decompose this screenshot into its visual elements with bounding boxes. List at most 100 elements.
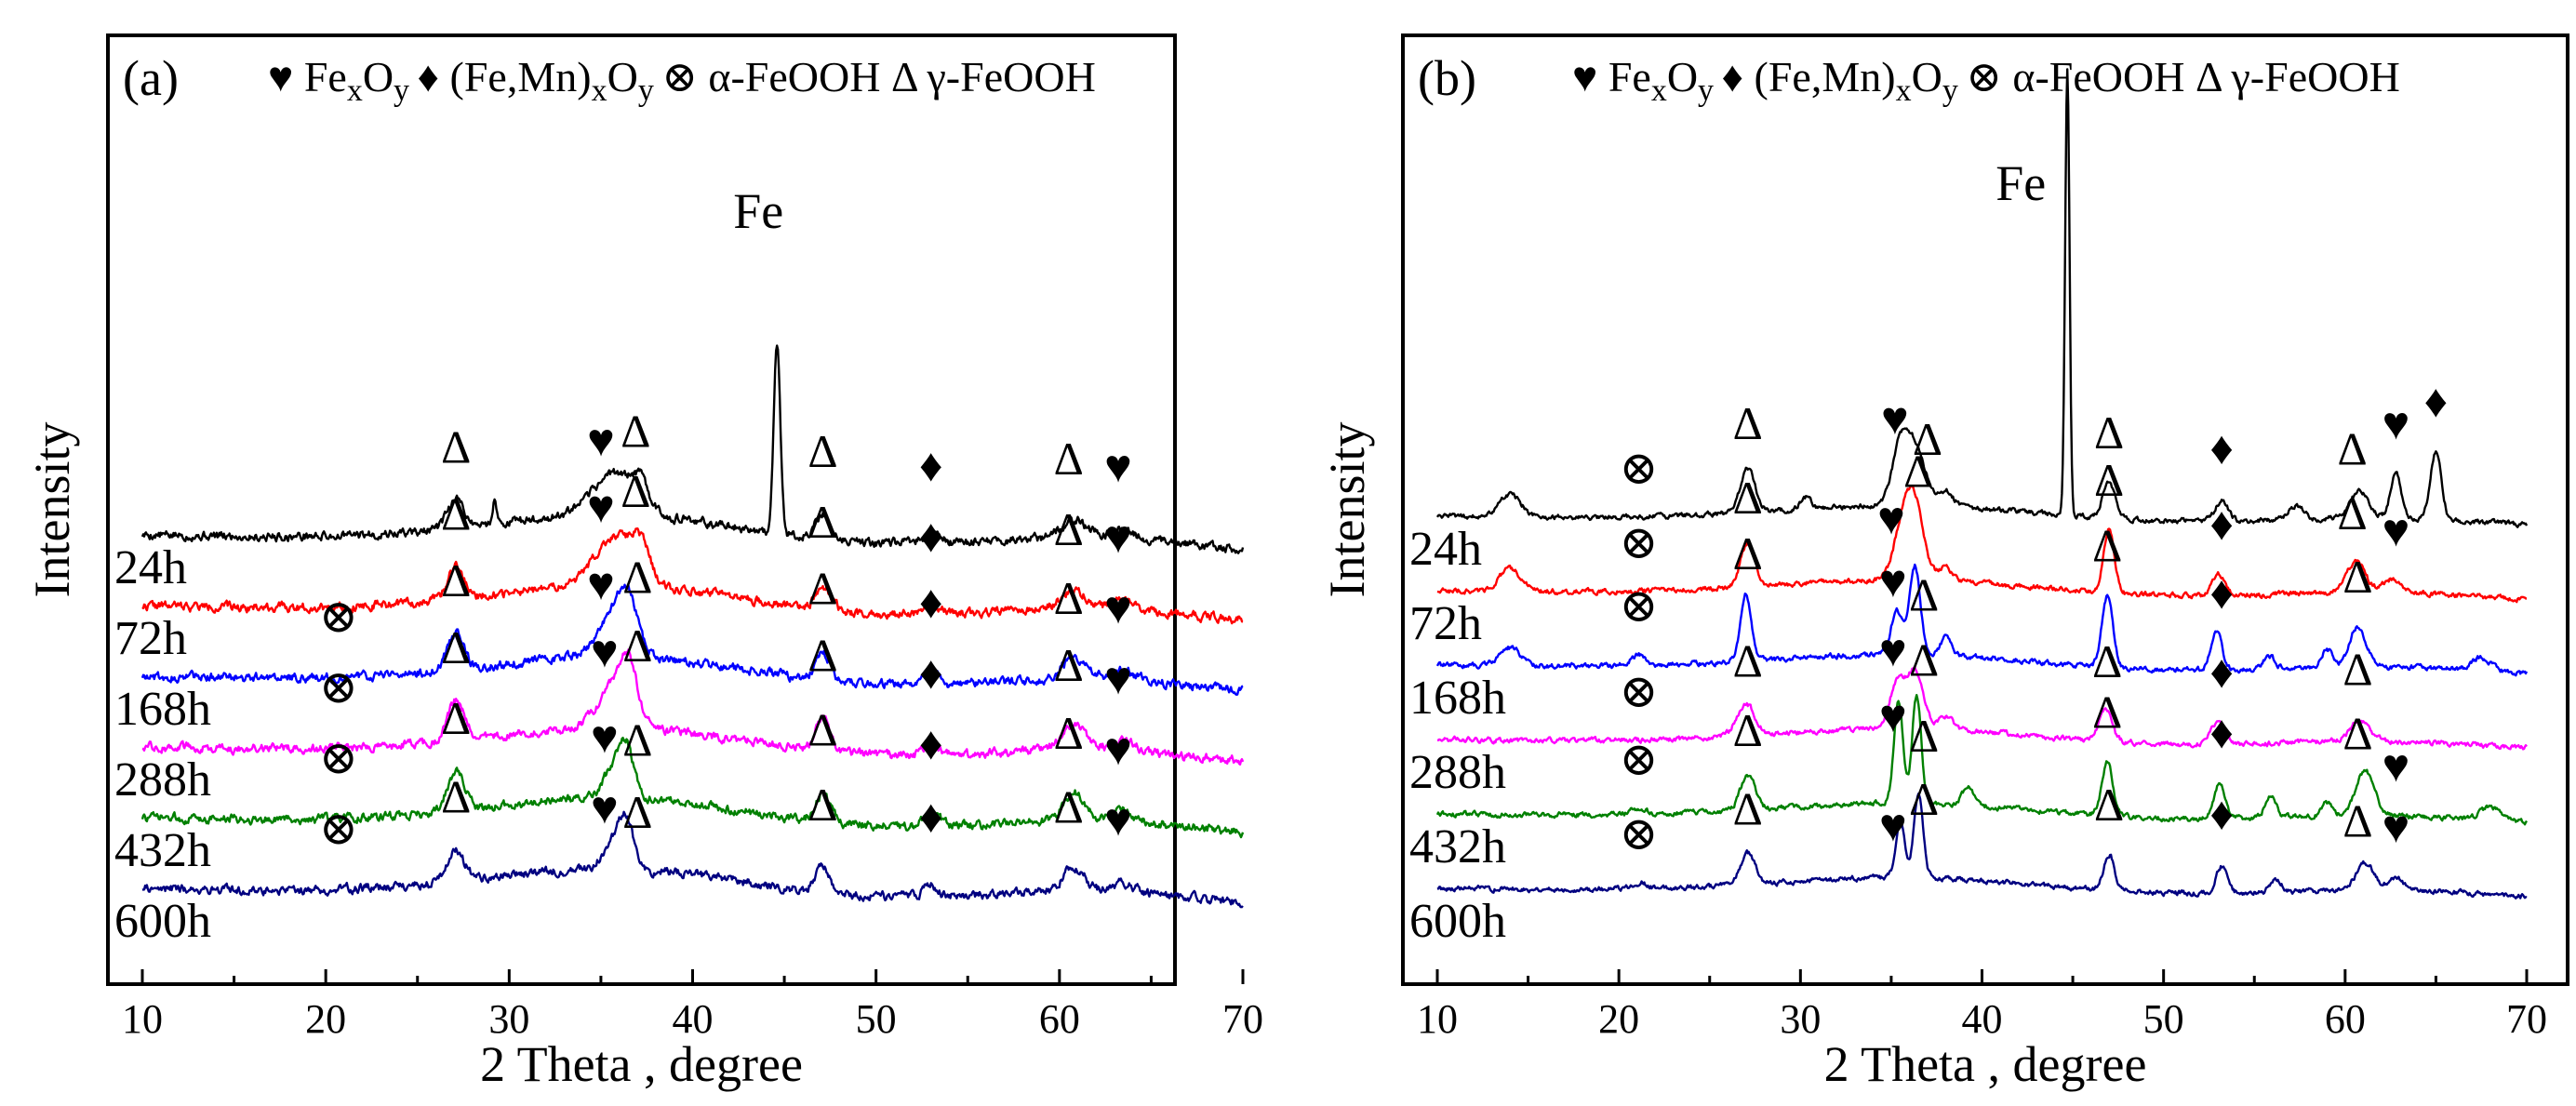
phase-marker-gamma: Δ bbox=[622, 620, 652, 672]
phase-marker-gamma: Δ bbox=[621, 405, 650, 457]
trace-24h bbox=[140, 344, 1245, 554]
phase-marker-alpha: ⊗ bbox=[1620, 442, 1659, 494]
phase-marker-alpha: ⊗ bbox=[1620, 665, 1659, 717]
chart-panel-a: 10 20 30 40 50 60 70 2 Theta , degree Intensity (… bbox=[24, 33, 1263, 1092]
series-label-600h: 600h bbox=[114, 895, 211, 948]
phase-marker-diamond: ♦ bbox=[2209, 498, 2234, 550]
phase-marker-gamma: Δ bbox=[621, 465, 650, 517]
legend-part: γ-FeOOH bbox=[926, 53, 1095, 100]
chart-panel-b: 10 20 30 40 50 60 70 2 Theta , degree Intensity (… bbox=[1319, 33, 2569, 1092]
trace-600h bbox=[1436, 793, 2528, 899]
legend-part: x bbox=[592, 73, 607, 108]
x-tick-label: 50 bbox=[856, 996, 897, 1042]
trace-72h bbox=[141, 527, 1244, 625]
phase-marker-alpha: ⊗ bbox=[1620, 807, 1659, 859]
series-label-288h: 288h bbox=[114, 753, 211, 806]
phase-marker-heart: ♥ bbox=[1877, 492, 1905, 544]
series-label-288h: 288h bbox=[1409, 746, 1506, 799]
plot-frame bbox=[1401, 33, 2569, 986]
phase-marker-gamma: Δ bbox=[1733, 397, 1763, 449]
phase-marker-gamma: Δ bbox=[441, 770, 471, 822]
series-label-24h: 24h bbox=[1409, 523, 1482, 576]
series-label-72h: 72h bbox=[114, 612, 187, 665]
phase-marker-gamma: Δ bbox=[1054, 781, 1084, 833]
phase-marker-heart: ♥ bbox=[1879, 624, 1907, 676]
legend-part: α-FeOOH bbox=[708, 53, 891, 100]
x-tick-label: 10 bbox=[122, 996, 163, 1042]
phase-marker-gamma: Δ bbox=[1903, 445, 1933, 497]
legend-part: γ-FeOOH bbox=[2230, 53, 2399, 100]
phase-marker-heart: ♥ bbox=[587, 414, 615, 466]
phase-marker-diamond: ♦ bbox=[2424, 375, 2449, 427]
phase-marker-heart: ♥ bbox=[587, 558, 615, 610]
legend: ♥ FexOy ♦ (Fe,Mn)xOy ⊗ α-FeOOH Δ γ-FeOOH bbox=[268, 53, 1096, 108]
phase-marker-heart: ♥ bbox=[1879, 799, 1907, 851]
legend-part: x bbox=[1651, 73, 1667, 108]
phase-marker-gamma: Δ bbox=[1054, 639, 1084, 691]
phase-marker-gamma: Δ bbox=[441, 554, 471, 606]
legend-part: (Fe,Mn) bbox=[1755, 53, 1896, 100]
phase-marker-gamma: Δ bbox=[2338, 487, 2368, 540]
legend-part: O bbox=[363, 53, 394, 100]
series-label-432h: 432h bbox=[114, 824, 211, 877]
phase-marker-heart: ♥ bbox=[1104, 793, 1132, 846]
legend-part: x bbox=[347, 73, 363, 108]
phase-marker-gamma: Δ bbox=[441, 487, 471, 540]
x-tick-label: 70 bbox=[1222, 996, 1263, 1042]
phase-marker-alpha: ⊗ bbox=[1620, 516, 1659, 568]
series-label-24h: 24h bbox=[114, 541, 187, 594]
phase-marker-heart: ♥ bbox=[591, 781, 619, 833]
series-label-168h: 168h bbox=[114, 683, 211, 736]
phase-marker-heart: ♥ bbox=[1104, 581, 1132, 633]
legend-part: (Fe,Mn) bbox=[450, 53, 592, 100]
legend-part: y bbox=[1942, 73, 1967, 108]
phase-marker-alpha: ⊗ bbox=[319, 660, 358, 713]
phase-marker-gamma: Δ bbox=[2342, 551, 2372, 603]
phase-marker-heart: ♥ bbox=[2382, 397, 2410, 449]
trace-168h bbox=[140, 583, 1244, 696]
legend-part: O bbox=[1912, 53, 1942, 100]
phase-marker-alpha: ⊗ bbox=[1620, 733, 1659, 785]
phase-marker-heart: ♥ bbox=[1104, 440, 1132, 492]
series-label-168h: 168h bbox=[1409, 672, 1506, 725]
legend-part: α-FeOOH bbox=[2012, 53, 2196, 100]
trace-600h bbox=[141, 810, 1244, 909]
phase-marker-gamma: Δ bbox=[622, 552, 652, 604]
legend-part: ⊗ bbox=[1966, 53, 2012, 100]
panel-label: (b) bbox=[1418, 50, 1476, 106]
x-axis-label: 2 Theta , degree bbox=[480, 1036, 803, 1092]
phase-marker-gamma: Δ bbox=[1909, 710, 1939, 762]
legend-part: Fe bbox=[1608, 53, 1651, 100]
legend-part: Δ bbox=[2196, 53, 2232, 100]
series-label-432h: 432h bbox=[1409, 820, 1506, 873]
phase-marker-heart: ♥ bbox=[1881, 392, 1909, 444]
phase-marker-gamma: Δ bbox=[622, 714, 652, 766]
phase-marker-gamma: Δ bbox=[808, 704, 837, 756]
phase-marker-diamond: ♦ bbox=[2209, 566, 2234, 619]
phase-marker-gamma: Δ bbox=[2342, 707, 2372, 759]
series-label-600h: 600h bbox=[1409, 895, 1506, 948]
x-axis-label: 2 Theta , degree bbox=[1824, 1036, 2147, 1092]
trace-168h bbox=[1435, 563, 2529, 677]
legend-part: ♥ bbox=[1572, 53, 1608, 100]
x-tick-label: 40 bbox=[673, 996, 714, 1042]
phase-marker-heart: ♥ bbox=[1104, 511, 1132, 563]
phase-marker-gamma: Δ bbox=[2092, 686, 2122, 739]
plot-frame bbox=[106, 33, 1177, 986]
phase-marker-diamond: ♦ bbox=[919, 576, 943, 628]
x-tick-label: 60 bbox=[1039, 996, 1080, 1042]
x-tick-label: 40 bbox=[1962, 996, 2003, 1042]
trace-72h bbox=[1436, 485, 2528, 604]
phase-marker-gamma: Δ bbox=[441, 421, 471, 473]
phase-marker-gamma: Δ bbox=[1733, 783, 1763, 835]
panel-label: (a) bbox=[123, 50, 179, 106]
series-label-72h: 72h bbox=[1409, 597, 1482, 650]
phase-marker-alpha: ⊗ bbox=[319, 802, 358, 854]
phase-marker-heart: ♥ bbox=[587, 481, 615, 533]
phase-marker-gamma: Δ bbox=[2094, 779, 2124, 831]
phase-marker-gamma: Δ bbox=[1733, 472, 1763, 524]
phase-marker-diamond: ♦ bbox=[919, 439, 943, 491]
phase-marker-diamond: ♦ bbox=[919, 646, 943, 699]
legend-part: y bbox=[394, 73, 418, 108]
trace-432h bbox=[1435, 694, 2529, 826]
